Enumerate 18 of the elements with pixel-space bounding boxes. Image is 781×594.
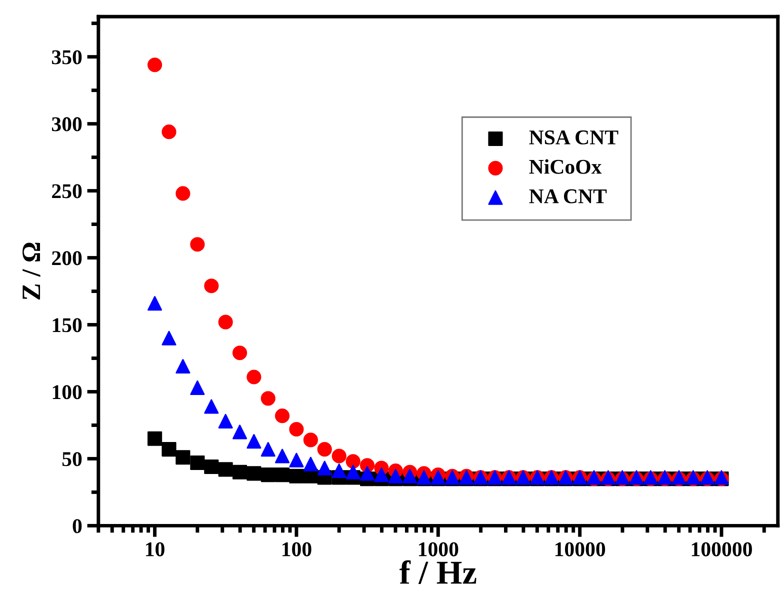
x-tick-label: 1000 [418,542,458,556]
y-tick-label: 200 [52,251,82,266]
y-tick-label: 0 [72,519,82,534]
y-tick-label: 350 [52,50,82,64]
y-tick-label: 300 [52,117,82,132]
legend-label: NSA CNT [529,130,618,144]
x-tick-label: 10 [146,542,164,556]
x-tick-label: 100 [282,542,312,556]
x-tick-label: 10000 [555,542,606,556]
legend-label: NA CNT [529,189,607,204]
legend-label: NiCoOx [529,159,602,174]
x-tick-label: 100000 [692,542,752,556]
y-tick-label: 250 [52,184,82,198]
y-axis-title: Z / Ω [22,242,40,300]
x-axis-title: f / Hz [400,560,476,584]
y-tick-label: 50 [62,452,82,466]
y-tick-label: 100 [52,385,82,400]
y-tick-label: 150 [52,318,82,332]
